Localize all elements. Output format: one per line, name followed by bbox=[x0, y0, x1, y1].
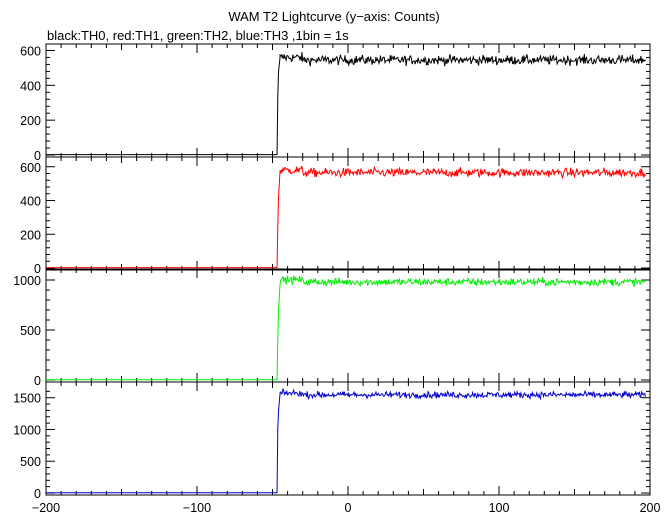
y-tick-label: 200 bbox=[20, 228, 41, 242]
y-tick-label: 500 bbox=[20, 455, 41, 469]
y-tick-label: 400 bbox=[20, 195, 41, 209]
series-th0-line bbox=[46, 52, 646, 156]
panel-frame bbox=[45, 156, 651, 271]
y-tick-label: 1000 bbox=[13, 423, 41, 437]
y-tick-label: 0 bbox=[34, 374, 41, 388]
chart-panels: 0200400600020040060005001000050010001500… bbox=[13, 43, 661, 515]
x-tick-label: −100 bbox=[183, 501, 211, 515]
y-tick-label: 500 bbox=[20, 324, 41, 338]
x-tick-label: 100 bbox=[489, 501, 510, 515]
y-tick-label: 600 bbox=[20, 161, 41, 175]
y-tick-label: 1500 bbox=[13, 392, 41, 406]
panel-th3: 0 500 1000 1500 bbox=[13, 381, 651, 501]
y-tick-label: 200 bbox=[20, 114, 41, 128]
x-tick-label: −200 bbox=[32, 501, 60, 515]
series-th1-line bbox=[46, 165, 646, 269]
y-tick-label: 600 bbox=[20, 44, 41, 58]
panel-th2: 0 500 1000 bbox=[13, 268, 651, 388]
y-tick-label: 0 bbox=[34, 487, 41, 501]
x-tick-label: 0 bbox=[345, 501, 352, 515]
panel-th1: 0 200 400 600 bbox=[20, 156, 651, 276]
panel-th0: 0 200 400 600 bbox=[20, 43, 651, 163]
series-th2-line bbox=[46, 275, 646, 381]
y-tick-label: 0 bbox=[34, 262, 41, 276]
y-tick-label: 0 bbox=[34, 149, 41, 163]
chart-title: WAM T2 Lightcurve (y−axis: Counts) bbox=[228, 9, 439, 24]
x-tick-label: 200 bbox=[640, 501, 661, 515]
chart-subtitle: black:TH0, red:TH1, green:TH2, blue:TH3 … bbox=[47, 28, 349, 43]
y-tick-label: 1000 bbox=[13, 274, 41, 288]
panel-frame bbox=[45, 381, 651, 496]
series-th3-line bbox=[46, 388, 646, 494]
panel-frame bbox=[45, 268, 651, 383]
y-tick-label: 400 bbox=[20, 79, 41, 93]
